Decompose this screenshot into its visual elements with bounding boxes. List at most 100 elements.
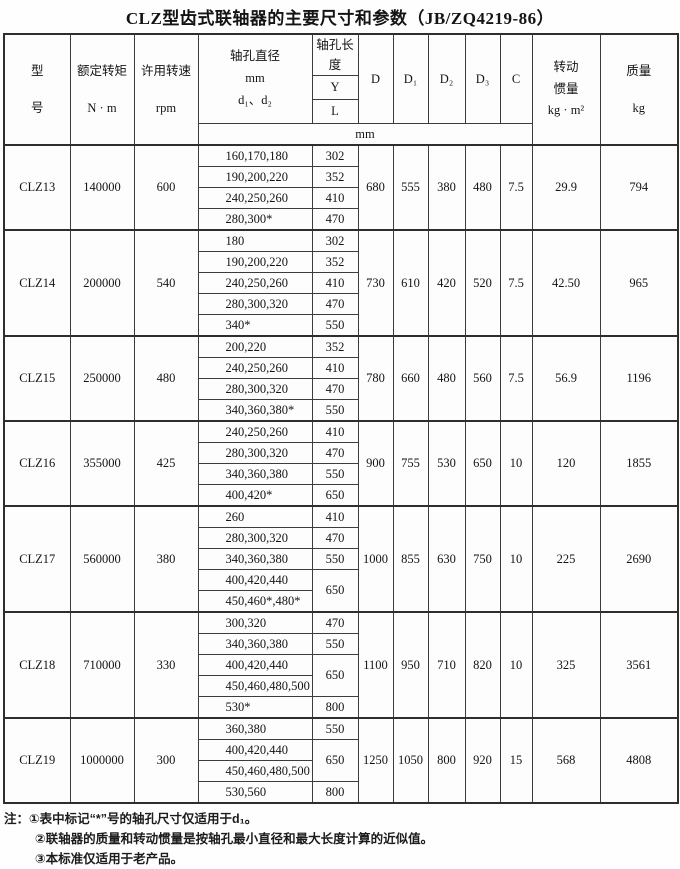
bore-diameter-cell: 360,380 — [197, 717, 313, 740]
bore-diameter-cell: 180 — [197, 229, 313, 252]
bore-length-cell: 800 — [311, 781, 359, 804]
bore-diameter-cell: 400,420* — [197, 484, 313, 507]
bore-length-cell: 550 — [311, 633, 359, 655]
table-row: CLZ19 1000000 300 360,380 550 1250 1050 800 920 1… — [3, 717, 679, 804]
bore-length-cell: 470 — [311, 208, 359, 231]
D-cell: 780 — [357, 335, 394, 422]
C-cell: 10 — [499, 611, 533, 719]
bore-diameter-cell: 400,420,440 — [197, 654, 313, 676]
C-cell: 10 — [499, 420, 533, 507]
bore-diameter-cell: 340,360,380* — [197, 399, 313, 422]
col-header-bore-diameter: 轴孔直径 mm d₁、d₂ — [197, 33, 313, 124]
D1-cell: 610 — [392, 229, 429, 337]
bore-length-cell: 352 — [311, 335, 359, 358]
D1-cell: 950 — [392, 611, 429, 719]
model-cell: CLZ19 — [3, 717, 71, 804]
C-cell: 10 — [499, 505, 533, 613]
D1-cell: 855 — [392, 505, 429, 613]
note-line-2: ②联轴器的质量和转动惯量是按轴孔最小直径和最大长度计算的近似值。 — [35, 832, 434, 846]
mass-cell: 965 — [599, 229, 679, 337]
model-cell: CLZ17 — [3, 505, 71, 613]
table-row: CLZ16 355000 425 240,250,260 410 900 755 530 650… — [3, 420, 679, 507]
C-cell: 7.5 — [499, 144, 533, 231]
table-row: 340,360,380* 550 — [4, 399, 678, 422]
col-header-speed: 许用转速 rpm — [133, 33, 199, 146]
col-header-C: C — [499, 33, 533, 124]
D-cell: 1000 — [357, 505, 394, 613]
bore-diameter-cell: 450,460,480,500 — [197, 675, 313, 697]
bore-diameter-cell: 280,300,320 — [197, 442, 313, 464]
bore-length-cell: 302 — [311, 229, 359, 252]
coupling-dimensions-table: 型 号 额定转矩 N · m 许用转速 rpm 轴孔直径 mm d₁、d₂ 轴孔… — [3, 33, 679, 804]
bore-diameter-cell: 280,300,320 — [197, 293, 313, 315]
bore-diameter-cell: 300,320 — [197, 611, 313, 634]
table-body: CLZ13 140000 600 160,170,180 302 680 555 380 480… — [3, 144, 679, 804]
model-cell: CLZ14 — [3, 229, 71, 337]
bore-diameter-cell: 340,360,380 — [197, 548, 313, 570]
table-row: 280,300* 470 — [4, 208, 678, 231]
bore-diameter-cell: 280,300,320 — [197, 378, 313, 400]
table-row: 400,420,440 650 — [4, 569, 678, 613]
table-row: 280,300,320 470 — [4, 527, 678, 549]
bore-diameter-cell: 240,250,260 — [197, 420, 313, 443]
D-cell: 730 — [357, 229, 394, 337]
note-text-1: ①表中标记“*”号的轴孔尺寸仅适用于d₁。 — [29, 812, 258, 826]
table-row: 400,420,440 650 — [4, 654, 678, 697]
D2-cell: 380 — [427, 144, 466, 231]
bore-diameter-cell: 400,420,440 — [197, 569, 313, 591]
table-row: 190,200,220 352 — [4, 166, 678, 188]
table-row: 340,360,380 550 — [4, 463, 678, 485]
notes-block: 注： ①表中标记“*”号的轴孔尺寸仅适用于d₁。 ②联轴器的质量和转动惯量是按轴… — [4, 809, 676, 869]
mass-cell: 4808 — [599, 717, 679, 804]
C-cell: 7.5 — [499, 335, 533, 422]
D2-cell: 710 — [427, 611, 466, 719]
bore-length-cell: 650 — [311, 739, 359, 782]
speed-cell: 600 — [133, 144, 199, 231]
C-cell: 15 — [499, 717, 533, 804]
bore-diameter-cell: 530* — [197, 696, 313, 719]
note-line-1: 注： ①表中标记“*”号的轴孔尺寸仅适用于d₁。 — [4, 809, 676, 829]
bore-length-cell: 800 — [311, 696, 359, 719]
bore-length-cell: 650 — [311, 654, 359, 697]
table-row: 280,300,320 470 — [4, 293, 678, 315]
table-row: CLZ15 250000 480 200,220 352 780 660 480 560 7.5 5… — [3, 335, 679, 422]
D1-cell: 1050 — [392, 717, 429, 804]
D2-cell: 630 — [427, 505, 466, 613]
bore-diameter-cell: 200,220 — [197, 335, 313, 358]
bore-length-cell: 550 — [311, 463, 359, 485]
D3-cell: 820 — [464, 611, 501, 719]
table-row: 240,250,260 410 — [4, 357, 678, 379]
D3-cell: 650 — [464, 420, 501, 507]
bore-diameter-cell: 450,460,480,500 — [197, 760, 313, 782]
mass-cell: 3561 — [599, 611, 679, 719]
inertia-cell: 325 — [531, 611, 601, 719]
bore-length-cell: 550 — [311, 717, 359, 740]
D3-cell: 560 — [464, 335, 501, 422]
model-cell: CLZ13 — [3, 144, 71, 231]
col-header-inertia: 转动 惯量 kg · m² — [531, 33, 601, 146]
table-row: CLZ14 200000 540 180 302 730 610 420 520 7.5 42.50… — [3, 229, 679, 337]
speed-cell: 330 — [133, 611, 199, 719]
unit-row-mm: mm — [197, 123, 533, 146]
D2-cell: 480 — [427, 335, 466, 422]
torque-cell: 355000 — [69, 420, 135, 507]
D3-cell: 750 — [464, 505, 501, 613]
col-header-D3: D₃ — [464, 33, 501, 124]
table-row: 240,250,260 410 — [4, 187, 678, 209]
bore-diameter-cell: 260 — [197, 505, 313, 528]
table-row: CLZ18 710000 330 300,320 470 1100 950 710 820 10 3… — [3, 611, 679, 719]
col-header-D: D — [357, 33, 394, 124]
bore-diameter-cell: 340,360,380 — [197, 463, 313, 485]
model-cell: CLZ16 — [3, 420, 71, 507]
D2-cell: 800 — [427, 717, 466, 804]
col-header-bore-length: 轴孔长度 — [311, 33, 359, 76]
D1-cell: 660 — [392, 335, 429, 422]
speed-cell: 480 — [133, 335, 199, 422]
D2-cell: 420 — [427, 229, 466, 337]
D3-cell: 920 — [464, 717, 501, 804]
torque-cell: 710000 — [69, 611, 135, 719]
bore-length-cell: 550 — [311, 314, 359, 337]
bore-diameter-cell: 280,300* — [197, 208, 313, 231]
table-row: 450,460*,480* — [4, 590, 678, 613]
